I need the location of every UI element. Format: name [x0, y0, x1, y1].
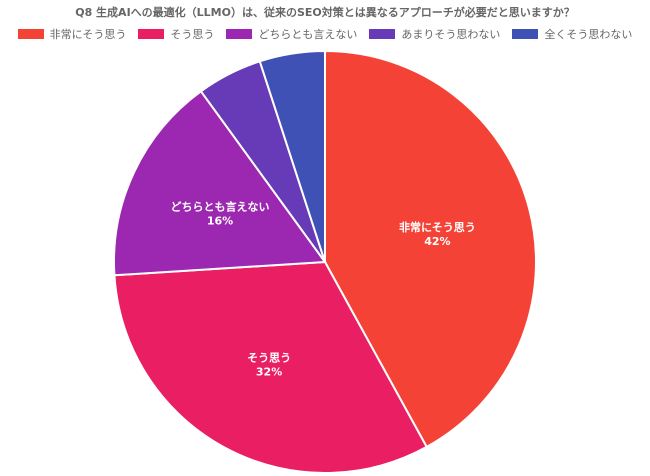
- legend-swatch: [138, 29, 165, 39]
- chart-title: Q8 生成AIへの最適化（LLMO）は、従来のSEO対策とは異なるアプローチが必…: [75, 6, 575, 19]
- legend-label: 非常にそう思う: [49, 28, 127, 41]
- legend-item[interactable]: 非常にそう思う: [17, 26, 127, 42]
- slice-value-label: 42%: [424, 235, 450, 248]
- slice-category-label: どちらとも言えない: [170, 200, 269, 214]
- slice-category-label: 非常にそう思う: [399, 220, 476, 234]
- legend-swatch: [17, 29, 44, 39]
- legend-item[interactable]: 全くそう思わない: [512, 26, 632, 42]
- legend-item[interactable]: そう思う: [138, 26, 214, 42]
- legend-swatch: [369, 29, 396, 39]
- slice-category-label: そう思う: [247, 352, 291, 365]
- slice-value-label: 32%: [256, 366, 282, 379]
- pie-slice[interactable]: [113, 89, 327, 277]
- legend-label: あまりそう思わない: [401, 28, 501, 41]
- legend-label: そう思う: [170, 28, 215, 41]
- legend-item[interactable]: あまりそう思わない: [369, 26, 500, 42]
- pie-slice[interactable]: [258, 49, 326, 263]
- legend-swatch: [226, 29, 253, 39]
- legend-swatch: [512, 29, 539, 39]
- pie-slice[interactable]: [324, 49, 537, 449]
- legend: 非常にそう思う そう思う どちらとも言えない あまりそう思わない 全くそう思わな…: [0, 26, 650, 42]
- pie-slice[interactable]: [113, 260, 429, 475]
- legend-item[interactable]: どちらとも言えない: [226, 26, 357, 42]
- slice-value-label: 16%: [207, 215, 233, 228]
- legend-label: どちらとも言えない: [258, 28, 358, 41]
- legend-label: 全くそう思わない: [544, 28, 633, 41]
